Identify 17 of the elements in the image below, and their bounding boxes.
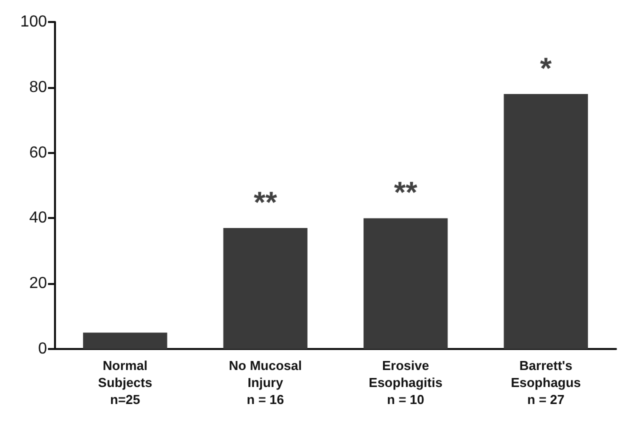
y-tick-label: 0: [38, 340, 48, 358]
x-tick-label: No Mucosal Injury n = 16: [228, 358, 302, 407]
bar: [223, 228, 308, 349]
bar: [364, 218, 448, 349]
y-tick-label: 40: [29, 210, 48, 227]
bar: [504, 94, 588, 349]
x-tick-label: Erosive Esophagitis n = 10: [368, 358, 442, 407]
annotation: **: [254, 186, 278, 220]
x-tick-label: Barrett's Esophagus n = 27: [510, 358, 581, 407]
annotation: **: [394, 176, 418, 210]
annotation: *: [540, 52, 552, 86]
x-tick-label: Normal Subjects n=25: [98, 358, 152, 407]
y-tick-label: 60: [29, 144, 48, 162]
y-tick-label: 80: [29, 78, 48, 96]
bar: [83, 332, 168, 349]
y-tick-label: 100: [20, 14, 48, 30]
y-tick-label: 20: [29, 275, 48, 292]
